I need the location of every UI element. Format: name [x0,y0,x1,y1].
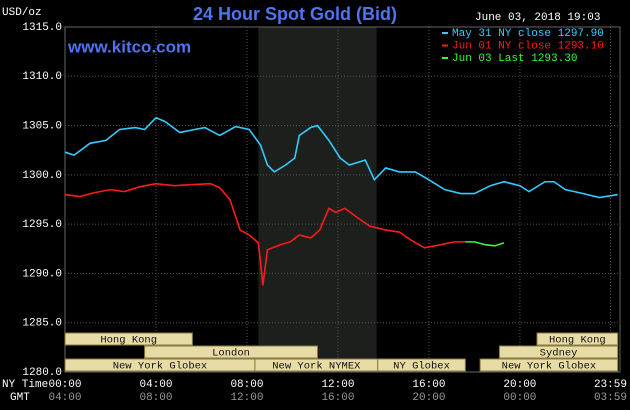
x-axis-label: NY Time [2,379,48,391]
y-tick-label: 1285.0 [22,318,62,330]
x-tick-label: 12:00 [321,379,354,391]
plot-frame [64,26,621,373]
shaded-range [258,27,377,372]
x2-tick-label: 08:00 [139,392,172,404]
session-label: New York Globex [502,360,597,372]
session-box [64,332,193,346]
session-label: Sydney [540,347,578,359]
x2-tick-label: 20:00 [412,392,445,404]
price-line [64,182,466,286]
session-box [498,345,619,359]
session-box [479,358,619,372]
session-label: New York NYMEX [272,360,361,372]
x-tick-label: 20:00 [503,379,536,391]
price-line [64,116,618,199]
y-tick-label: 1290.0 [22,268,62,280]
x2-tick-label: 12:00 [230,392,263,404]
session-box [144,345,318,359]
session-label: New York Globex [113,360,208,372]
legend-entry: Jun 03 Last 1293.30 [452,53,577,65]
session-box [377,358,466,372]
x2-tick-label: 00:00 [503,392,536,404]
x-tick-label: 04:00 [139,379,172,391]
legend-entry: Jun 01 NY close 1293.10 [452,40,604,52]
session-label: London [212,347,250,359]
y-tick-label: 1295.0 [22,219,62,231]
x2-axis-label: GMT [10,392,30,404]
source: www.kitco.com [67,37,191,56]
x2-tick-label: 16:00 [321,392,354,404]
x-tick-label: 08:00 [230,379,263,391]
y-tick-label: 1305.0 [22,120,62,132]
y-tick-label: 1280.0 [22,367,62,379]
price-line [465,241,505,247]
x-tick-label: 00:00 [48,379,81,391]
session-label: NY Globex [393,360,450,372]
y-tick-label: 1310.0 [22,71,62,83]
legend-entry: May 31 NY close 1297.90 [452,28,604,40]
y-tick-label: 1300.0 [22,170,62,182]
y-unit: USD/oz [2,7,42,19]
x2-tick-label: 04:00 [48,392,81,404]
timestamp: June 03, 2018 19:03 [475,12,600,24]
x-tick-label: 23:59 [594,379,627,391]
y-tick-label: 1315.0 [22,22,62,34]
x-tick-label: 16:00 [412,379,445,391]
session-label: Hong Kong [549,334,606,346]
chart-title: 24 Hour Spot Gold (Bid) [193,4,397,24]
x2-tick-label: 03:59 [594,392,627,404]
session-label: Hong Kong [100,334,157,346]
session-box [536,332,619,346]
